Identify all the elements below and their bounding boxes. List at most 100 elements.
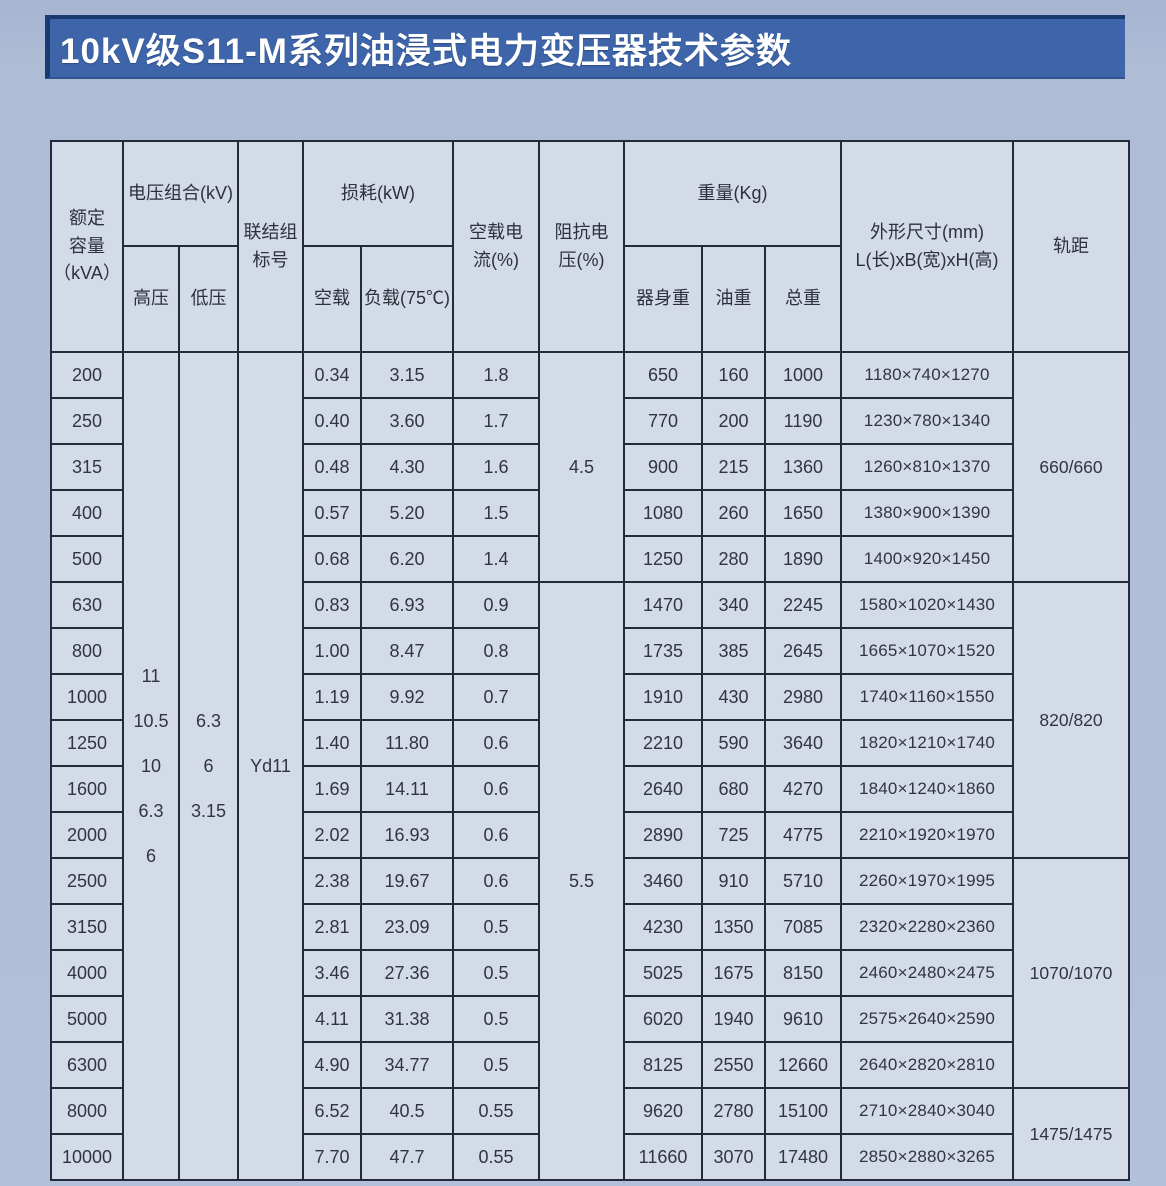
load-loss-cell: 14.11 [359, 765, 455, 813]
body-weight-cell: 2210 [623, 719, 704, 767]
oil-weight-cell: 1350 [701, 903, 767, 951]
load-loss-cell: 11.80 [359, 719, 455, 767]
col-rated-capacity: 额定 容量 （kVA） [50, 140, 124, 353]
table-header: 额定 容量 （kVA） 电压组合(kV) 联结组 标号 损耗(kW) 空载电 流… [50, 140, 1131, 353]
oil-weight-cell: 280 [701, 535, 767, 583]
load-loss-cell: 16.93 [359, 811, 455, 859]
no-load-loss-cell: 2.38 [302, 857, 362, 905]
body-weight-cell: 1080 [623, 489, 704, 537]
load-loss-cell: 34.77 [359, 1041, 455, 1089]
oil-weight-cell: 3070 [701, 1133, 767, 1181]
no-load-loss-cell: 1.19 [302, 673, 362, 721]
body-weight-cell: 770 [623, 397, 704, 445]
total-weight-cell: 2645 [764, 627, 843, 675]
rated-capacity-cell: 1600 [50, 765, 124, 813]
col-load-loss: 负载(75℃) [359, 245, 455, 353]
no-load-current-cell: 0.6 [452, 811, 541, 859]
oil-weight-cell: 725 [701, 811, 767, 859]
dimensions-cell: 2260×1970×1995 [840, 857, 1015, 905]
load-loss-cell: 47.7 [359, 1133, 455, 1181]
total-weight-cell: 2980 [764, 673, 843, 721]
oil-weight-cell: 1940 [701, 995, 767, 1043]
table-row: 2500 2.38 19.67 0.6 3460 910 5710 2260×1970×199… [50, 857, 1131, 1089]
no-load-loss-cell: 0.34 [302, 351, 362, 399]
body-weight-cell: 1910 [623, 673, 704, 721]
oil-weight-cell: 910 [701, 857, 767, 905]
rated-capacity-cell: 1250 [50, 719, 124, 767]
table-row: 4000 3.46 27.36 0.5 5025 1675 8150 2460×2480×24… [50, 949, 1129, 997]
body-weight-cell: 2640 [623, 765, 704, 813]
col-weight: 重量(Kg) [623, 140, 843, 247]
gauge-cell: 1070/1070 [1012, 857, 1131, 1089]
total-weight-cell: 1000 [764, 351, 843, 399]
body-weight-cell: 4230 [623, 903, 704, 951]
table-row: 6300 4.90 34.77 0.5 8125 2550 12660 2640×2820×2… [50, 1041, 1129, 1089]
no-load-current-cell: 0.55 [452, 1087, 541, 1135]
dimensions-cell: 2850×2880×3265 [840, 1133, 1015, 1181]
body-weight-cell: 1250 [623, 535, 704, 583]
rated-capacity-cell: 3150 [50, 903, 124, 951]
no-load-loss-cell: 3.46 [302, 949, 362, 997]
table-row: 1600 1.69 14.11 0.6 2640 680 4270 1840×1240×186… [50, 765, 1129, 813]
total-weight-cell: 17480 [764, 1133, 843, 1181]
no-load-loss-cell: 1.00 [302, 627, 362, 675]
total-weight-cell: 7085 [764, 903, 843, 951]
title-banner: 10kV级S11-M系列油浸式电力变压器技术参数 [45, 15, 1125, 79]
rated-capacity-cell: 200 [50, 351, 124, 399]
load-loss-cell: 6.20 [359, 535, 455, 583]
table-body: 200 11 10.5 10 6.3 6 6.3 6 3.15 Yd11 0.34 3.1… [50, 351, 1131, 1181]
dimensions-cell: 1180×740×1270 [840, 351, 1015, 399]
dimensions-cell: 1840×1240×1860 [840, 765, 1015, 813]
dimensions-cell: 2460×2480×2475 [840, 949, 1015, 997]
table-row: 500 0.68 6.20 1.4 1250 280 1890 1400×920×1450 [50, 535, 1129, 583]
total-weight-cell: 4270 [764, 765, 843, 813]
no-load-current-cell: 0.5 [452, 949, 541, 997]
col-low-voltage: 低压 [178, 245, 239, 353]
header-row-1: 额定 容量 （kVA） 电压组合(kV) 联结组 标号 损耗(kW) 空载电 流… [50, 140, 1131, 353]
dimensions-cell: 2575×2640×2590 [840, 995, 1015, 1043]
load-loss-cell: 6.93 [359, 581, 455, 629]
col-vector-group: 联结组 标号 [237, 140, 304, 353]
col-dimensions: 外形尺寸(mm) L(长)xB(宽)xH(高) [840, 140, 1015, 353]
rated-capacity-cell: 800 [50, 627, 124, 675]
col-voltage-combo: 电压组合(kV) [122, 140, 239, 247]
load-loss-cell: 3.60 [359, 397, 455, 445]
table-row: 800 1.00 8.47 0.8 1735 385 2645 1665×1070×1520 [50, 627, 1129, 675]
header-row-2: 高压 低压 空载 负载(75℃) 器身重 油重 总重 [51, 245, 1129, 353]
no-load-current-cell: 0.9 [452, 581, 541, 629]
rated-capacity-cell: 400 [50, 489, 124, 537]
col-high-voltage: 高压 [122, 245, 180, 353]
load-loss-cell: 23.09 [359, 903, 455, 951]
body-weight-cell: 1735 [623, 627, 704, 675]
rated-capacity-cell: 5000 [50, 995, 124, 1043]
total-weight-cell: 12660 [764, 1041, 843, 1089]
no-load-current-cell: 0.6 [452, 765, 541, 813]
no-load-loss-cell: 0.57 [302, 489, 362, 537]
table-row: 10000 7.70 47.7 0.55 11660 3070 17480 2850×2880… [50, 1133, 1129, 1181]
table-row: 5000 4.11 31.38 0.5 6020 1940 9610 2575×2640×25… [50, 995, 1129, 1043]
rated-capacity-cell: 2000 [50, 811, 124, 859]
body-weight-cell: 11660 [623, 1133, 704, 1181]
total-weight-cell: 15100 [764, 1087, 843, 1135]
dimensions-cell: 2710×2840×3040 [840, 1087, 1015, 1135]
body-weight-cell: 8125 [623, 1041, 704, 1089]
total-weight-cell: 9610 [764, 995, 843, 1043]
no-load-current-cell: 0.55 [452, 1133, 541, 1181]
vector-group-cell: Yd11 [237, 351, 304, 1181]
load-loss-cell: 31.38 [359, 995, 455, 1043]
no-load-current-cell: 1.5 [452, 489, 541, 537]
oil-weight-cell: 160 [701, 351, 767, 399]
table-row: 315 0.48 4.30 1.6 900 215 1360 1260×810×1370 [50, 443, 1129, 491]
col-no-load-current: 空载电 流(%) [452, 140, 541, 353]
total-weight-cell: 4775 [764, 811, 843, 859]
total-weight-cell: 2245 [764, 581, 843, 629]
col-oil-weight: 油重 [701, 245, 767, 353]
dimensions-cell: 1820×1210×1740 [840, 719, 1015, 767]
oil-weight-cell: 2780 [701, 1087, 767, 1135]
rated-capacity-cell: 8000 [50, 1087, 124, 1135]
total-weight-cell: 8150 [764, 949, 843, 997]
no-load-current-cell: 0.6 [452, 857, 541, 905]
rated-capacity-cell: 1000 [50, 673, 124, 721]
gauge-cell: 660/660 [1012, 351, 1131, 583]
oil-weight-cell: 200 [701, 397, 767, 445]
